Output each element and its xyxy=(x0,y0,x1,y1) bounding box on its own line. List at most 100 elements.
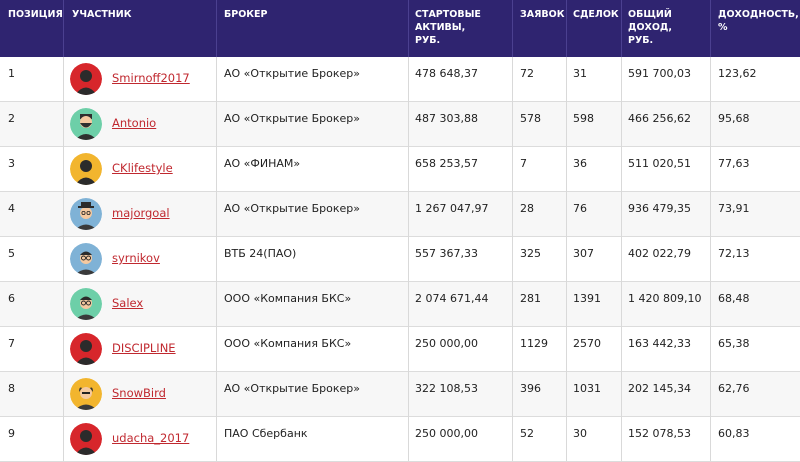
position-cell: 6 xyxy=(8,292,15,305)
header-divider xyxy=(512,0,513,57)
position-cell: 7 xyxy=(8,337,15,350)
start-assets-cell: 1 267 047,97 xyxy=(415,202,489,215)
participant-link[interactable]: SnowBird xyxy=(112,386,166,400)
deals-cell: 598 xyxy=(573,112,594,125)
position-cell: 4 xyxy=(8,202,15,215)
total-income-cell: 466 256,62 xyxy=(628,112,691,125)
header-position: ПОЗИЦИЯ xyxy=(8,9,63,20)
user-red-icon[interactable] xyxy=(70,423,102,455)
position-cell: 5 xyxy=(8,247,15,260)
orders-cell: 52 xyxy=(520,427,534,440)
header-yield: ДОХОДНОСТЬ, % xyxy=(718,9,799,33)
participant-link[interactable]: Salex xyxy=(112,296,144,310)
orders-cell: 396 xyxy=(520,382,541,395)
user-red-icon[interactable] xyxy=(70,63,102,95)
total-income-cell: 591 700,03 xyxy=(628,67,691,80)
user-bald-icon[interactable] xyxy=(70,378,102,410)
broker-cell: ООО «Компания БКС» xyxy=(224,292,352,305)
user-glasses-icon[interactable] xyxy=(70,288,102,320)
broker-cell: ВТБ 24(ПАО) xyxy=(224,247,297,260)
start-assets-cell: 322 108,53 xyxy=(415,382,478,395)
column-divider xyxy=(512,0,513,461)
table-row: 6 Salex ООО «Компания БКС» 2 074 671,44 281 1… xyxy=(0,282,800,327)
broker-cell: ООО «Компания БКС» xyxy=(224,337,352,350)
participant-link[interactable]: CKlifestyle xyxy=(112,161,173,175)
participant-link[interactable]: Smirnoff2017 xyxy=(112,71,190,85)
table-row: 7 DISCIPLINE ООО «Компания БКС» 250 000,00 1… xyxy=(0,327,800,372)
yield-cell: 60,83 xyxy=(718,427,750,440)
yield-cell: 95,68 xyxy=(718,112,750,125)
broker-cell: АО «Открытие Брокер» xyxy=(224,67,360,80)
orders-cell: 1129 xyxy=(520,337,548,350)
header-divider xyxy=(216,0,217,57)
orders-cell: 7 xyxy=(520,157,527,170)
header-divider xyxy=(566,0,567,57)
start-assets-cell: 250 000,00 xyxy=(415,427,478,440)
orders-cell: 28 xyxy=(520,202,534,215)
broker-cell: АО «Открытие Брокер» xyxy=(224,112,360,125)
table-row: 9 udacha_2017 ПАО Сбербанк 250 000,00 52 30 15… xyxy=(0,417,800,462)
deals-cell: 2570 xyxy=(573,337,601,350)
deals-cell: 307 xyxy=(573,247,594,260)
user-yellow-icon[interactable] xyxy=(70,153,102,185)
orders-cell: 325 xyxy=(520,247,541,260)
column-divider xyxy=(621,0,622,461)
header-divider xyxy=(63,0,64,57)
column-divider xyxy=(710,0,711,461)
header-participant: УЧАСТНИК xyxy=(72,9,132,20)
orders-cell: 281 xyxy=(520,292,541,305)
header-divider xyxy=(408,0,409,57)
column-divider xyxy=(216,0,217,461)
yield-cell: 72,13 xyxy=(718,247,750,260)
participant-link[interactable]: Antonio xyxy=(112,116,157,130)
start-assets-cell: 478 648,37 xyxy=(415,67,478,80)
total-income-cell: 1 420 809,10 xyxy=(628,292,702,305)
participant-link[interactable]: majorgoal xyxy=(112,206,170,220)
deals-cell: 1391 xyxy=(573,292,601,305)
header-start-assets: СТАРТОВЫЕ АКТИВЫ, РУБ. xyxy=(415,9,481,46)
table-row: 2 Antonio АО «Открытие Брокер» 487 303,88 57… xyxy=(0,102,800,147)
table-row: 5 syrnikov ВТБ 24(ПАО) 557 367,33 325 307 402 … xyxy=(0,237,800,282)
deals-cell: 30 xyxy=(573,427,587,440)
broker-cell: АО «Открытие Брокер» xyxy=(224,382,360,395)
total-income-cell: 936 479,35 xyxy=(628,202,691,215)
table-row: 8 SnowBird АО «Открытие Брокер» 322 108,53 3… xyxy=(0,372,800,417)
yield-cell: 65,38 xyxy=(718,337,750,350)
total-income-cell: 511 020,51 xyxy=(628,157,691,170)
start-assets-cell: 250 000,00 xyxy=(415,337,478,350)
deals-cell: 76 xyxy=(573,202,587,215)
start-assets-cell: 2 074 671,44 xyxy=(415,292,489,305)
table-header: ПОЗИЦИЯ УЧАСТНИК БРОКЕР СТАРТОВЫЕ АКТИВЫ… xyxy=(0,0,800,57)
yield-cell: 68,48 xyxy=(718,292,750,305)
position-cell: 8 xyxy=(8,382,15,395)
position-cell: 9 xyxy=(8,427,15,440)
deals-cell: 36 xyxy=(573,157,587,170)
header-orders: ЗАЯВОК xyxy=(520,9,565,20)
total-income-cell: 152 078,53 xyxy=(628,427,691,440)
header-divider xyxy=(621,0,622,57)
table-row: 3 CKlifestyle АО «ФИНАМ» 658 253,57 7 36 511 0… xyxy=(0,147,800,192)
orders-cell: 578 xyxy=(520,112,541,125)
total-income-cell: 202 145,34 xyxy=(628,382,691,395)
start-assets-cell: 658 253,57 xyxy=(415,157,478,170)
user-glasses-icon[interactable] xyxy=(70,243,102,275)
broker-cell: АО «Открытие Брокер» xyxy=(224,202,360,215)
total-income-cell: 402 022,79 xyxy=(628,247,691,260)
user-hat-icon[interactable] xyxy=(70,198,102,230)
position-cell: 2 xyxy=(8,112,15,125)
user-red-icon[interactable] xyxy=(70,333,102,365)
column-divider xyxy=(63,0,64,461)
broker-cell: АО «ФИНАМ» xyxy=(224,157,301,170)
participant-link[interactable]: DISCIPLINE xyxy=(112,341,176,355)
column-divider xyxy=(408,0,409,461)
participant-link[interactable]: udacha_2017 xyxy=(112,431,190,445)
yield-cell: 123,62 xyxy=(718,67,757,80)
start-assets-cell: 487 303,88 xyxy=(415,112,478,125)
header-broker: БРОКЕР xyxy=(224,9,268,20)
broker-cell: ПАО Сбербанк xyxy=(224,427,308,440)
yield-cell: 73,91 xyxy=(718,202,750,215)
participant-link[interactable]: syrnikov xyxy=(112,251,160,265)
user-beard-icon[interactable] xyxy=(70,108,102,140)
header-deals: СДЕЛОК xyxy=(573,9,619,20)
position-cell: 1 xyxy=(8,67,15,80)
